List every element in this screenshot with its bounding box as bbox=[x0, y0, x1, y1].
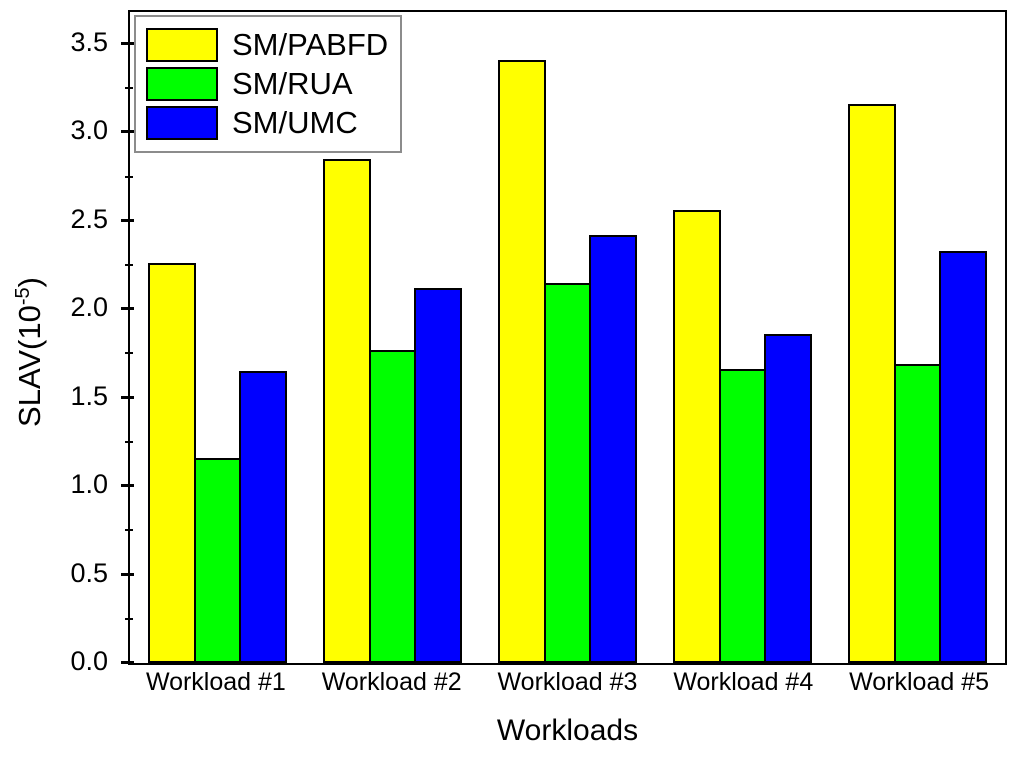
legend-label: SM/UMC bbox=[232, 105, 358, 140]
y-axis-minor-tick bbox=[125, 440, 133, 443]
bar-sm-umc-5 bbox=[939, 250, 988, 663]
y-tick-label: 2.0 bbox=[70, 292, 108, 323]
bar-sm-pabfd-3 bbox=[497, 59, 546, 663]
bar-sm-umc-1 bbox=[239, 371, 288, 663]
bar-group-4 bbox=[655, 12, 830, 663]
bar-sm-umc-4 bbox=[764, 333, 813, 663]
legend-swatch-sm-pabfd bbox=[146, 28, 218, 62]
legend-swatch-sm-rua bbox=[146, 67, 218, 101]
bar-sm-pabfd-4 bbox=[672, 210, 721, 663]
bar-group-3 bbox=[480, 12, 655, 663]
x-axis-title: Workloads bbox=[496, 714, 639, 747]
legend: SM/PABFD SM/RUA SM/UMC bbox=[134, 15, 403, 153]
y-axis-minor-tick bbox=[125, 175, 133, 178]
y-axis-tick-labels: 0.0 0.5 1.0 1.5 2.0 2.5 3.0 3.5 bbox=[0, 10, 118, 676]
bar-sm-umc-2 bbox=[414, 287, 463, 663]
y-tick-label: 1.0 bbox=[70, 469, 108, 500]
y-axis-minor-tick bbox=[125, 617, 133, 620]
bar-sm-rua-1 bbox=[193, 457, 242, 663]
legend-item: SM/PABFD bbox=[146, 27, 388, 63]
y-axis-minor-tick bbox=[125, 352, 133, 355]
bar-sm-pabfd-1 bbox=[147, 263, 196, 663]
y-axis-major-tick bbox=[121, 572, 134, 576]
y-axis-major-tick bbox=[121, 307, 134, 311]
y-axis-minor-tick bbox=[125, 529, 133, 532]
legend-label: SM/PABFD bbox=[232, 27, 389, 62]
bar-sm-umc-3 bbox=[589, 234, 638, 663]
y-tick-label: 0.5 bbox=[70, 557, 108, 588]
plot-area: SM/PABFD SM/RUA SM/UMC bbox=[121, 10, 1007, 665]
y-tick-label: 1.5 bbox=[70, 380, 108, 411]
bar-sm-rua-5 bbox=[893, 364, 942, 663]
y-tick-label: 2.5 bbox=[70, 203, 108, 234]
x-tick-label: Workload #1 bbox=[145, 668, 286, 696]
y-axis-minor-tick bbox=[125, 87, 133, 90]
x-tick-label: Workload #5 bbox=[849, 668, 990, 696]
bar-group-5 bbox=[830, 12, 1005, 663]
y-axis-major-tick bbox=[121, 218, 134, 222]
x-tick-label: Workload #3 bbox=[497, 668, 638, 696]
y-axis-major-tick bbox=[121, 661, 134, 664]
bar-sm-pabfd-2 bbox=[322, 158, 371, 663]
bar-sm-rua-3 bbox=[543, 282, 592, 663]
bar-sm-rua-4 bbox=[718, 369, 767, 663]
legend-item: SM/RUA bbox=[146, 66, 388, 102]
y-axis-major-tick bbox=[121, 484, 134, 488]
y-axis-minor-tick bbox=[125, 263, 133, 266]
bar-sm-rua-2 bbox=[368, 349, 417, 663]
x-tick-label: Workload #2 bbox=[321, 668, 462, 696]
legend-swatch-sm-umc bbox=[146, 106, 218, 140]
y-tick-label: 3.0 bbox=[70, 115, 108, 146]
legend-item: SM/UMC bbox=[146, 105, 388, 141]
y-tick-label: 3.5 bbox=[70, 26, 108, 57]
bar-group-2 bbox=[305, 12, 480, 663]
y-tick-label: 0.0 bbox=[70, 646, 108, 676]
x-tick-label: Workload #4 bbox=[673, 668, 814, 696]
y-axis-major-tick bbox=[121, 130, 134, 134]
legend-label: SM/RUA bbox=[232, 66, 353, 101]
x-axis-tick-labels: Workload #1 Workload #2 Workload #3 Workloa… bbox=[128, 668, 1007, 697]
bar-group-1 bbox=[130, 12, 305, 663]
y-axis-major-tick bbox=[121, 41, 134, 45]
bar-sm-pabfd-5 bbox=[847, 104, 896, 663]
y-axis-major-tick bbox=[121, 395, 134, 399]
